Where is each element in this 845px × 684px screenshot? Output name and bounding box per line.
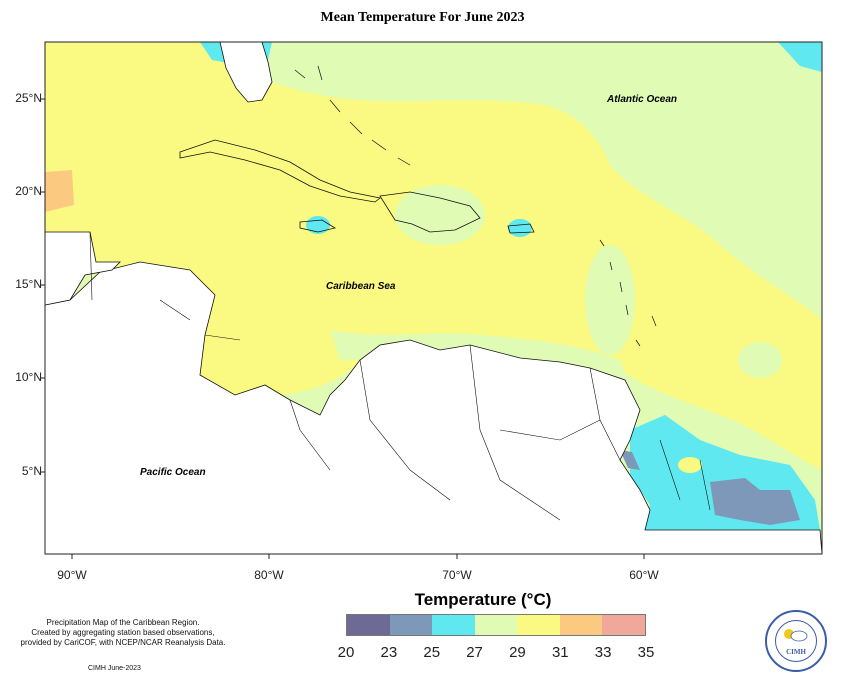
legend-swatch-1 xyxy=(389,615,433,635)
lat-ticks xyxy=(40,98,45,473)
legend-color-bar xyxy=(346,614,646,636)
legend-swatch-5 xyxy=(559,615,603,635)
lat-label-15n: 15°N xyxy=(15,277,42,291)
temp-zone-25-27-puertorico xyxy=(508,219,532,237)
legend-tick-label: 23 xyxy=(380,644,398,661)
credit-line-2: Created by aggregating station based obs… xyxy=(31,628,215,637)
lon-ticks xyxy=(71,554,645,559)
island-hispaniola xyxy=(379,191,481,233)
map-frame xyxy=(44,41,823,555)
land-yucatan xyxy=(45,231,121,306)
temp-zone-27-29-hispaniola xyxy=(395,185,485,245)
temp-zone-27-29-antilles xyxy=(585,245,635,355)
lat-label-5n: 5°N xyxy=(21,464,42,478)
lon-label-60w: 60°W xyxy=(629,568,659,582)
temp-zone-29-31 xyxy=(45,42,822,470)
legend-swatch-2 xyxy=(432,615,475,635)
legend-tick-label: 31 xyxy=(551,644,569,661)
legend-tick-label: 25 xyxy=(423,644,441,661)
temp-zone-23-25-venezuela xyxy=(620,450,640,470)
label-atlantic-ocean: Atlantic Ocean xyxy=(607,94,678,105)
logo-text: CIMH xyxy=(786,648,806,656)
legend-tick-label: 35 xyxy=(637,644,655,661)
lat-label-20n: 20°N xyxy=(15,184,42,198)
lon-label-90w: 90°W xyxy=(57,568,87,582)
logo-inner-ring xyxy=(775,620,817,662)
legend-tick-label: 20 xyxy=(337,644,355,661)
lon-label-70w: 70°W xyxy=(442,568,472,582)
island-puerto-rico xyxy=(507,223,535,234)
temp-zone-31-33 xyxy=(45,170,74,212)
legend-swatch-4 xyxy=(517,615,560,635)
credit-text: Precipitation Map of the Caribbean Regio… xyxy=(8,618,238,648)
legend-swatch-0 xyxy=(347,615,390,635)
temp-zone-25-27-ne xyxy=(778,42,822,72)
lat-label-25n: 25°N xyxy=(15,91,42,105)
credit-line-3: provided by CariCOF, with NCEP/NCAR Rean… xyxy=(20,638,226,647)
temp-zone-25-27-jamaica xyxy=(306,216,330,234)
lat-label-10n: 10°N xyxy=(15,370,42,384)
label-pacific-ocean: Pacific Ocean xyxy=(140,467,206,478)
land-florida xyxy=(219,42,273,103)
islands-bahamas xyxy=(294,65,411,166)
lon-label-80w: 80°W xyxy=(254,568,284,582)
country-borders xyxy=(89,231,711,521)
temp-zone-27-29-east xyxy=(738,342,782,378)
legend-tick-label: 29 xyxy=(509,644,526,661)
legend-swatch-6 xyxy=(602,615,646,635)
island-jamaica xyxy=(299,219,337,233)
legend-tick-label: 27 xyxy=(466,644,483,661)
sun-cloud-icon xyxy=(784,629,808,642)
legend-title: Temperature (°C) xyxy=(414,590,552,609)
label-caribbean-sea: Caribbean Sea xyxy=(326,281,396,292)
temp-zone-23-25-guianas xyxy=(710,478,800,525)
cimh-logo: CIMH xyxy=(765,610,827,672)
islands-lesser-antilles xyxy=(599,239,657,347)
legend-swatch-3 xyxy=(474,615,518,635)
legend-tick-label: 33 xyxy=(594,644,612,661)
credit-footer: CIMH June-2023 xyxy=(88,665,141,672)
credit-line-1: Precipitation Map of the Caribbean Regio… xyxy=(46,618,200,627)
land-central-south-america xyxy=(45,261,822,554)
temp-zone-29-31-guiana-spot xyxy=(678,457,702,473)
island-cuba xyxy=(179,139,381,203)
map-title: Mean Temperature For June 2023 xyxy=(320,10,525,25)
